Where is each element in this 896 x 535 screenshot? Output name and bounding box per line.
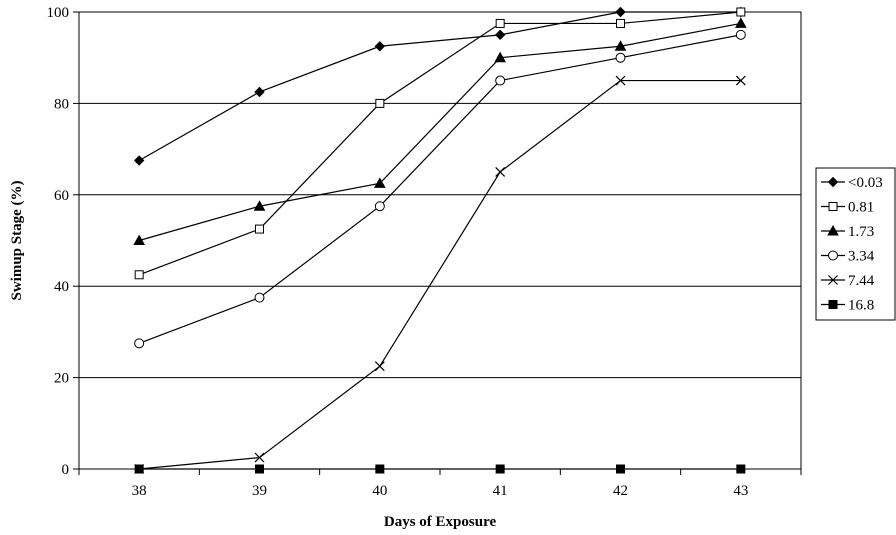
legend-marker — [827, 224, 839, 236]
legend-label: 0.81 — [848, 200, 874, 216]
data-point — [736, 7, 746, 17]
data-point — [494, 29, 506, 41]
data-point — [495, 75, 506, 86]
data-point — [254, 292, 265, 303]
x-tick-label: 40 — [372, 483, 387, 499]
series-group — [133, 6, 747, 474]
series-1 — [133, 6, 747, 166]
x-tick-label: 38 — [132, 483, 147, 499]
data-point — [255, 464, 264, 474]
series-line — [138, 34, 741, 344]
data-point — [375, 464, 385, 474]
data-point — [253, 200, 266, 211]
series-line — [139, 22, 741, 242]
legend-label: 16.8 — [848, 298, 874, 314]
data-point — [495, 464, 505, 474]
data-point — [495, 18, 505, 28]
x-tick-label: 39 — [252, 483, 267, 499]
y-tick-label: 0 — [62, 462, 70, 478]
legend-label: <0.03 — [848, 175, 883, 191]
data-point — [134, 464, 144, 474]
series-3 — [133, 17, 747, 245]
data-point — [374, 201, 385, 212]
data-point — [373, 177, 386, 188]
data-point — [133, 234, 146, 245]
legend-box — [815, 167, 896, 321]
x-axis-title: Days of Exposure — [384, 514, 497, 530]
y-tick-label: 40 — [54, 279, 69, 295]
series-5 — [134, 75, 746, 474]
data-point — [734, 17, 747, 28]
data-point — [615, 6, 626, 18]
y-tick-label: 20 — [54, 371, 69, 387]
series-6 — [134, 464, 746, 474]
data-point — [255, 224, 264, 234]
legend-label: 7.44 — [848, 273, 875, 289]
data-point — [735, 29, 746, 40]
data-point — [254, 86, 265, 98]
legend-marker — [828, 202, 838, 211]
data-point — [133, 155, 145, 166]
data-point — [616, 464, 625, 474]
series-line — [138, 11, 741, 162]
legend-marker — [827, 176, 839, 188]
legend-label: 3.34 — [848, 249, 875, 265]
y-tick-label: 80 — [54, 96, 69, 112]
axes: 0 20 40 60 80 100 38 39 40 41 42 43 — [47, 5, 802, 499]
data-point — [494, 51, 507, 63]
legend-item: <0.03 — [821, 175, 883, 191]
x-tick-label: 41 — [493, 483, 508, 499]
series-line — [138, 11, 741, 276]
data-point — [735, 75, 746, 86]
series-4 — [134, 29, 746, 349]
legend-item: 3.34 — [821, 249, 875, 265]
legend: <0.03 0.81 1.73 3.34 7.44 16.8 — [815, 167, 896, 321]
data-point — [614, 40, 627, 51]
legend-marker — [828, 275, 838, 285]
data-point — [134, 270, 144, 280]
legend-item: 7.44 — [821, 273, 875, 289]
data-point — [374, 361, 385, 372]
y-tick-label: 60 — [54, 188, 69, 204]
y-axis-title: Swimup Stage (%) — [9, 180, 25, 300]
data-point — [616, 18, 625, 28]
y-tick-label: 100 — [47, 5, 70, 21]
legend-marker — [828, 250, 838, 261]
legend-marker — [828, 300, 838, 309]
data-point — [375, 98, 385, 108]
data-point — [615, 52, 626, 63]
series-line — [139, 79, 741, 470]
x-tick-label: 42 — [613, 483, 628, 499]
legend-item: 0.81 — [821, 200, 874, 216]
data-point — [254, 452, 265, 463]
legend-label: 1.73 — [848, 224, 874, 240]
legend-item: 16.8 — [821, 298, 874, 314]
data-point — [736, 464, 746, 474]
series-2 — [134, 7, 746, 280]
data-point — [495, 167, 506, 177]
data-point — [374, 41, 386, 52]
x-tick-label: 43 — [733, 483, 748, 499]
data-point — [615, 75, 626, 86]
legend-item: 1.73 — [821, 224, 874, 240]
data-point — [134, 338, 145, 349]
